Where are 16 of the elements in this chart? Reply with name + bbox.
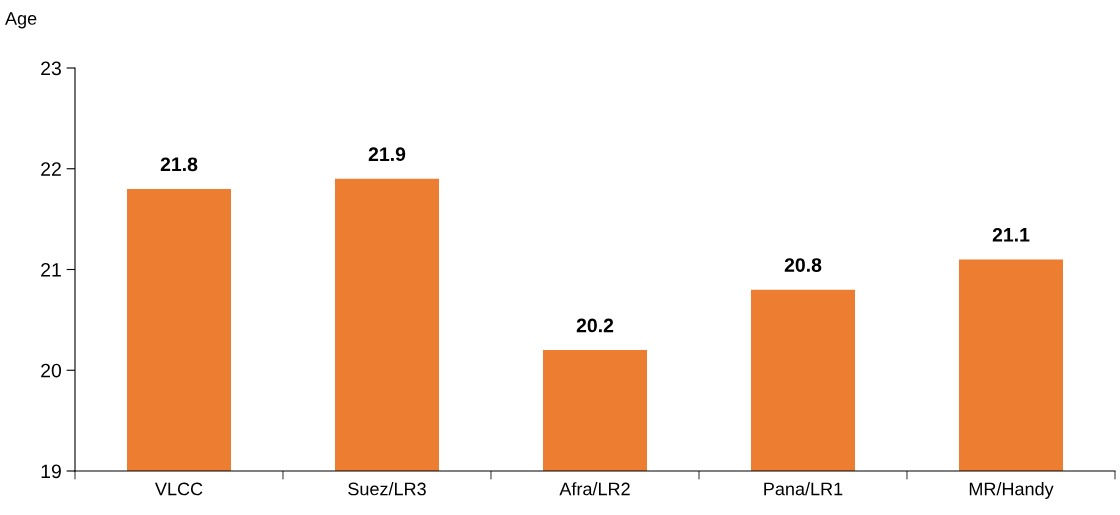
y-tick-label: 22: [41, 162, 61, 176]
y-tick-label: 23: [41, 61, 61, 76]
y-tick-label: 20: [41, 363, 62, 378]
x-tick-label: Pana/LR1: [764, 482, 843, 496]
data-label: 21.8: [160, 157, 198, 172]
x-tick-label: Suez/LR3: [348, 482, 426, 496]
x-tick-label: MR/Handy: [969, 482, 1054, 499]
data-label: 20.2: [576, 318, 614, 333]
y-tick-label: 19: [41, 464, 61, 479]
data-label: 21.9: [368, 147, 406, 162]
y-axis-title: Age: [5, 12, 37, 29]
x-tick-label: Afra/LR2: [559, 482, 630, 496]
x-tick-label: VLCC: [155, 482, 203, 496]
y-tick-label: 21: [41, 262, 61, 277]
data-label: 21.1: [992, 227, 1030, 242]
data-label: 20.8: [784, 258, 822, 272]
